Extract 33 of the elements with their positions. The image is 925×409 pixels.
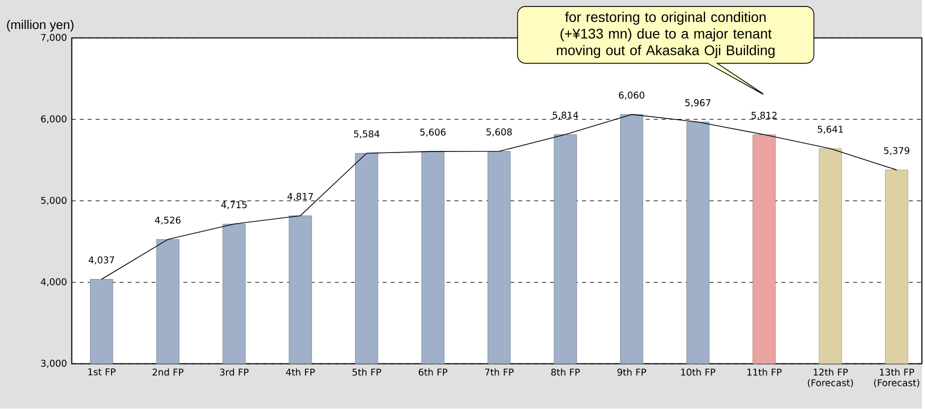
y-axis-title: (million yen) (7, 20, 74, 32)
x-tick-label: 10th FP (681, 368, 716, 376)
data-label: 4,817 (287, 193, 313, 202)
y-tick-label: 4,000 (40, 278, 66, 286)
x-tick-label: 6th FP (418, 368, 448, 376)
x-tick-label: 11th FP (747, 368, 782, 376)
data-label: 5,967 (685, 99, 710, 108)
x-tick-label: 8th FP (551, 368, 580, 376)
y-tick-label: 6,000 (41, 116, 66, 124)
x-tick-label: 5th FP (352, 368, 382, 376)
data-label: 4,715 (221, 201, 247, 210)
data-label: 4,037 (88, 256, 114, 265)
data-label: 4,526 (154, 216, 181, 225)
x-tick-label: 4th FP (286, 368, 315, 376)
x-tick-label: 9th FP (617, 368, 646, 376)
x-tick-label: 2nd FP (152, 368, 184, 376)
annotation: for restoring to original condition (+¥133 mn) due to a major tenant moving out of Akasaka Oji Building (556, 12, 775, 58)
x-tick-label: 12th FP (Forecast) (808, 368, 853, 388)
data-label: 5,584 (354, 130, 380, 139)
x-tick-label: 7th FP (485, 368, 514, 376)
data-label: 5,606 (420, 128, 446, 137)
y-tick-label: 3,000 (41, 360, 66, 368)
x-tick-label: 1st FP (88, 368, 116, 376)
data-label: 5,641 (818, 126, 843, 134)
data-label: 5,814 (552, 112, 578, 120)
data-label: 6,060 (618, 92, 644, 100)
x-tick-label: 13th FP (Forecast) (874, 368, 920, 388)
x-tick-label: 3rd FP (220, 368, 249, 376)
data-label: 5,608 (486, 128, 512, 137)
data-label: 5,812 (752, 112, 777, 120)
data-label: 5,379 (884, 147, 910, 156)
y-tick-label: 7,000 (41, 34, 66, 42)
y-tick-label: 5,000 (41, 197, 66, 206)
